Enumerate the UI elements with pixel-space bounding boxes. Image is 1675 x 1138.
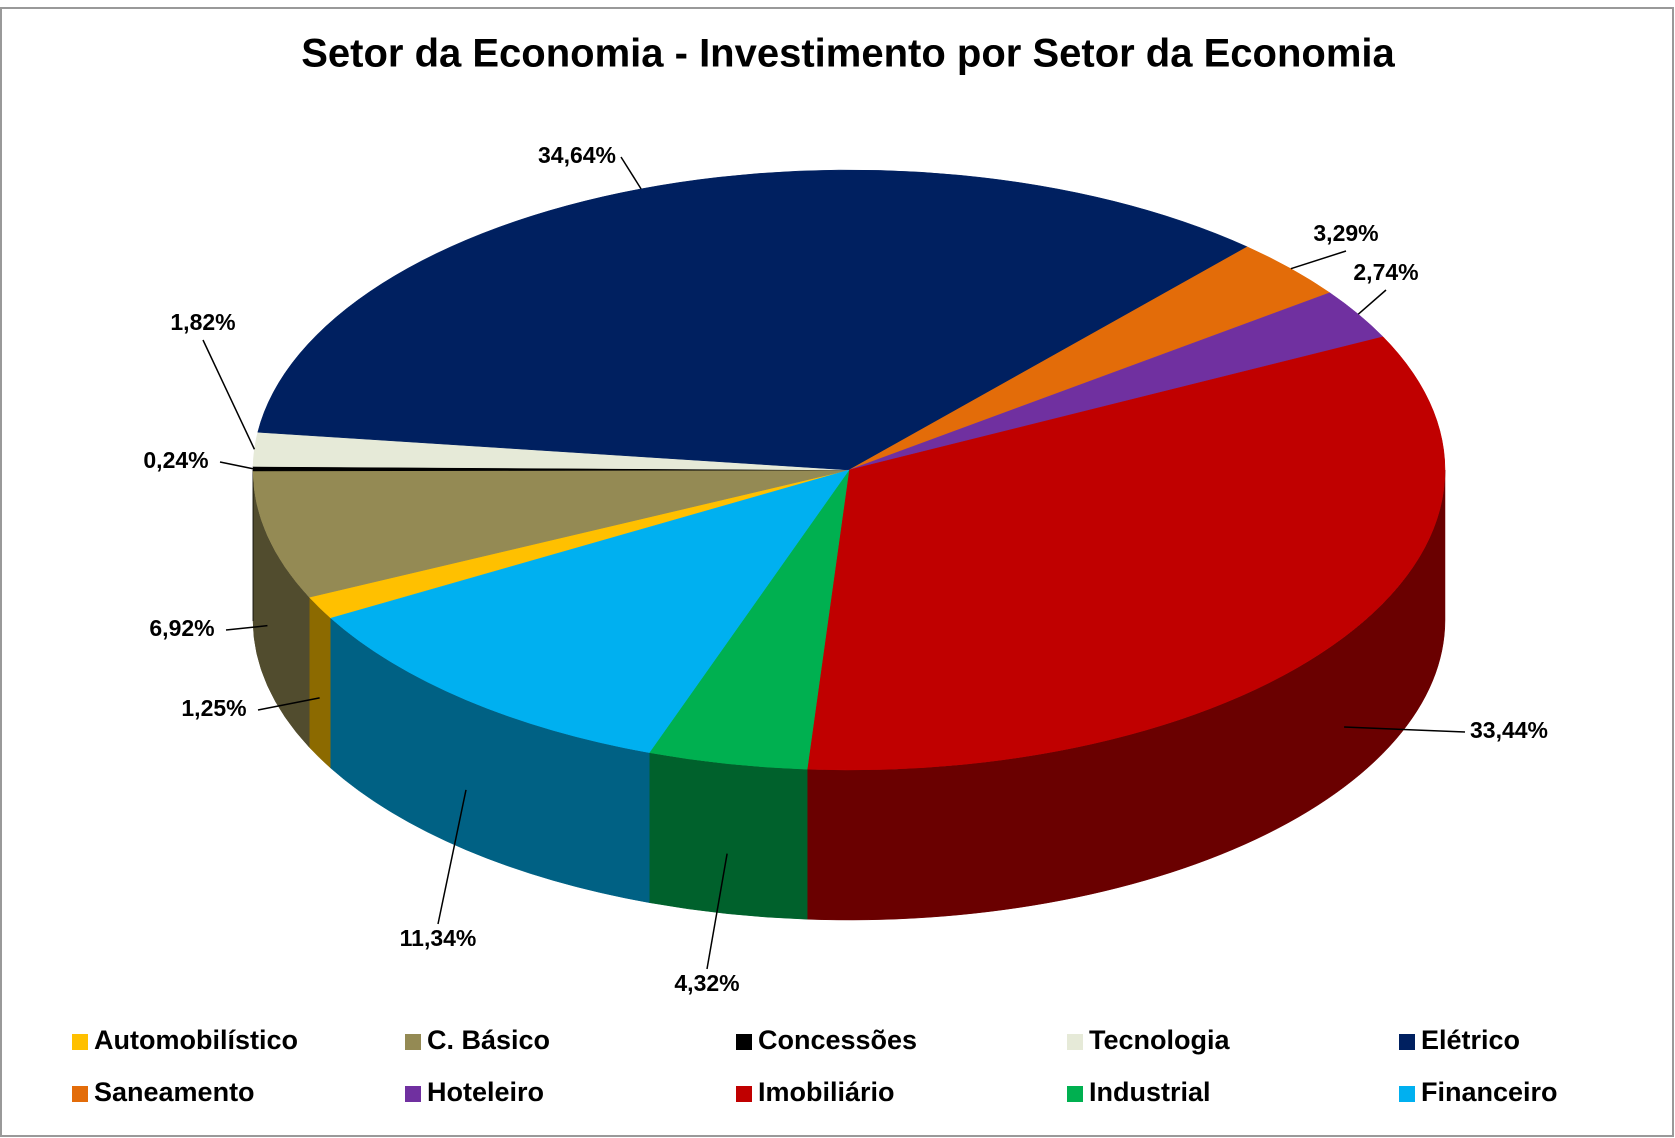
legend: Automobilístico C. Básico Concessões Tecnol… <box>72 1025 1558 1107</box>
data-labels: 1,25% 6,92% 0,24% 1,82% 34,64% 3,29% 2,74% 33,4… <box>143 142 1548 996</box>
pie-slice <box>252 469 850 598</box>
legend-label: Hoteleiro <box>427 1077 544 1107</box>
legend-label: Tecnologia <box>1089 1025 1230 1055</box>
leader-line <box>225 624 268 631</box>
pie-tops <box>252 169 1446 771</box>
legend-label: C. Básico <box>427 1025 550 1055</box>
legend-label: Imobiliário <box>758 1077 895 1107</box>
legend-swatch <box>1399 1086 1415 1102</box>
pie-side <box>649 752 808 920</box>
pie-slice <box>806 336 1446 771</box>
data-label: 11,34% <box>400 925 477 951</box>
legend-swatch <box>1067 1086 1083 1102</box>
legend-label: Industrial <box>1089 1077 1211 1107</box>
data-label: 6,92% <box>149 615 214 641</box>
data-label: 1,25% <box>181 695 246 721</box>
data-label: 1,82% <box>170 309 235 335</box>
legend-label: Financeiro <box>1421 1077 1558 1107</box>
legend-swatch <box>736 1034 752 1050</box>
legend-swatch <box>72 1034 88 1050</box>
leader-line <box>706 853 728 970</box>
pie-side <box>309 596 332 769</box>
data-label: 2,74% <box>1353 259 1418 285</box>
pie-sides <box>252 469 1446 921</box>
leader-line <box>437 789 467 925</box>
data-label: 0,24% <box>143 447 208 473</box>
legend-label: Automobilístico <box>94 1025 298 1055</box>
leader-line <box>1290 250 1347 270</box>
legend-swatch <box>72 1086 88 1102</box>
legend-swatch <box>405 1034 421 1050</box>
legend-swatch <box>405 1086 421 1102</box>
leader-line <box>257 697 320 711</box>
leader-line <box>1357 289 1387 315</box>
legend-swatch <box>736 1086 752 1102</box>
pie-slice <box>330 469 850 753</box>
legend-swatch <box>1067 1034 1083 1050</box>
legend-label: Elétrico <box>1421 1025 1520 1055</box>
leader-line <box>202 339 256 450</box>
leader-line <box>620 156 642 190</box>
leader-line <box>219 461 254 470</box>
data-label: 4,32% <box>674 970 739 996</box>
leader-line <box>1344 726 1466 733</box>
data-label: 33,44% <box>1470 717 1548 743</box>
legend-label: Concessões <box>758 1025 917 1055</box>
data-label: 3,29% <box>1313 220 1378 246</box>
legend-label: Saneamento <box>94 1077 255 1107</box>
data-label: 34,64% <box>538 142 616 168</box>
legend-swatch <box>1399 1034 1415 1050</box>
chart-title: Setor da Economia - Investimento por Set… <box>301 32 1395 76</box>
